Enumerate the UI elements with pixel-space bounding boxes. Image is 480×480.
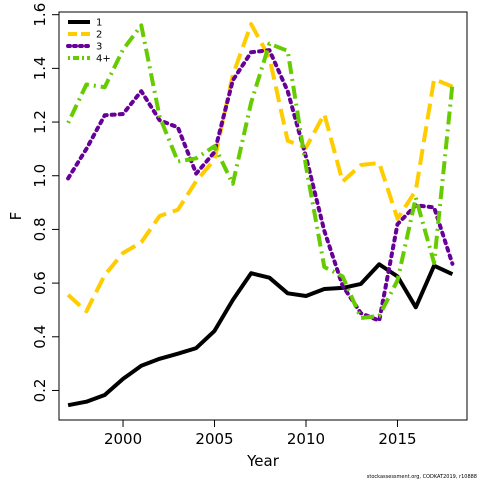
x-axis-label: Year <box>246 452 280 470</box>
x-tick-label: 2010 <box>287 430 325 448</box>
axis-layer: 2000 2005 2010 2015 0.2 0.4 0.6 0.8 1.0 1.2 1.4 1.6 <box>31 3 417 448</box>
x-tick-label: 2015 <box>378 430 416 448</box>
y-axis-label: F <box>7 212 25 221</box>
series-layer <box>66 22 455 408</box>
x-tick-label: 2005 <box>195 430 233 448</box>
y-tick-label: 1.6 <box>31 3 49 27</box>
legend-label-4: 4+ <box>96 54 111 65</box>
series-line-4 <box>66 23 455 320</box>
y-tick-label: 0.6 <box>31 271 49 295</box>
y-tick-label: 0.2 <box>31 379 49 403</box>
x-tick-label: 2000 <box>104 430 142 448</box>
series-line-3 <box>66 48 455 323</box>
footnote: stockassessment.org, CODKAT2019, r10888 <box>367 474 477 480</box>
legend-label-2: 2 <box>96 30 102 41</box>
y-tick-label: 1.4 <box>31 56 49 80</box>
legend-label-1: 1 <box>96 18 102 29</box>
y-tick-label: 0.8 <box>31 217 49 241</box>
legend-label-3: 3 <box>96 42 102 53</box>
y-tick-label: 1.0 <box>31 164 49 188</box>
y-tick-label: 0.4 <box>31 325 49 349</box>
plot-frame <box>58 11 468 421</box>
y-tick-label: 1.2 <box>31 110 49 134</box>
series-line-2 <box>66 22 454 314</box>
